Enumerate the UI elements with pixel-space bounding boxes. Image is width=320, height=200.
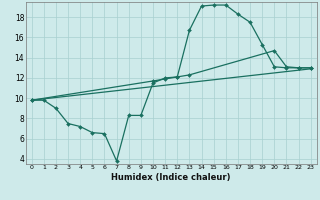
X-axis label: Humidex (Indice chaleur): Humidex (Indice chaleur) (111, 173, 231, 182)
